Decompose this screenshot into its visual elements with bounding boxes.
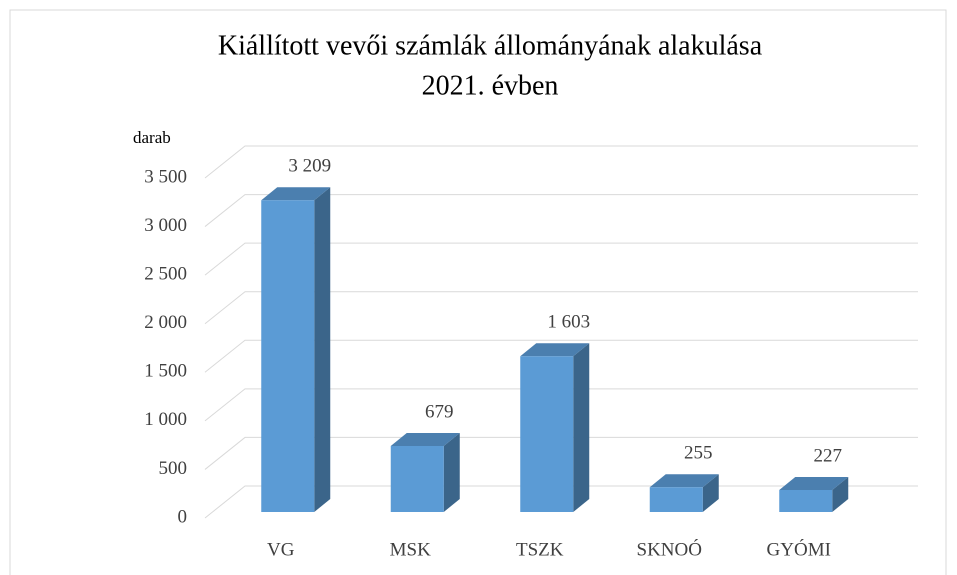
chart-border (9, 9, 947, 575)
bar-side (832, 476, 849, 512)
grid-line (204, 194, 918, 227)
bar-side (314, 187, 331, 513)
data-label: 679 (425, 401, 454, 422)
data-label: 227 (814, 445, 843, 466)
bar-top (520, 343, 590, 357)
y-tick-label: 500 (159, 458, 188, 479)
bar (261, 187, 331, 513)
bar (779, 476, 849, 512)
y-tick-label: 1 500 (144, 361, 187, 382)
bar (649, 474, 719, 512)
bar-side (702, 474, 719, 512)
x-tick-label: MSK (390, 539, 431, 560)
chart-title: Kiállított vevői számlák állományának al… (218, 30, 763, 61)
y-tick-label: 2 000 (144, 312, 187, 333)
bar-side (443, 433, 460, 512)
chart-title: 2021. évben (422, 70, 559, 101)
bar-front (520, 356, 574, 512)
data-label: 3 209 (288, 156, 331, 177)
y-tick-label: 2 500 (144, 264, 187, 285)
bar-front (649, 487, 703, 512)
y-tick-label: 0 (178, 506, 188, 527)
grid-line (204, 388, 918, 422)
bar-front (779, 489, 833, 512)
y-axis-label: darab (133, 128, 171, 147)
grid-line (204, 339, 918, 373)
x-tick-label: SKNOÓ (637, 538, 702, 560)
bar-front (390, 446, 444, 512)
bar-top (649, 474, 719, 488)
x-tick-label: VG (267, 539, 295, 560)
x-tick-label: TSZK (516, 539, 564, 560)
grid-line (204, 436, 918, 470)
bar-top (261, 187, 331, 201)
grid-line (204, 242, 918, 276)
bar (520, 343, 590, 512)
y-tick-label: 3 500 (144, 166, 187, 187)
y-tick-label: 3 000 (144, 215, 187, 236)
x-tick-label: GYÓMI (767, 538, 831, 560)
bar-side (573, 343, 590, 512)
grid-line (204, 145, 918, 179)
grid-line (204, 291, 918, 325)
bar-top (779, 476, 849, 490)
bar-top (390, 433, 460, 447)
y-tick-label: 1 000 (144, 409, 187, 430)
data-label: 255 (684, 443, 713, 464)
data-label: 1 603 (547, 312, 590, 333)
bar-front (261, 200, 315, 513)
bar (390, 433, 460, 512)
